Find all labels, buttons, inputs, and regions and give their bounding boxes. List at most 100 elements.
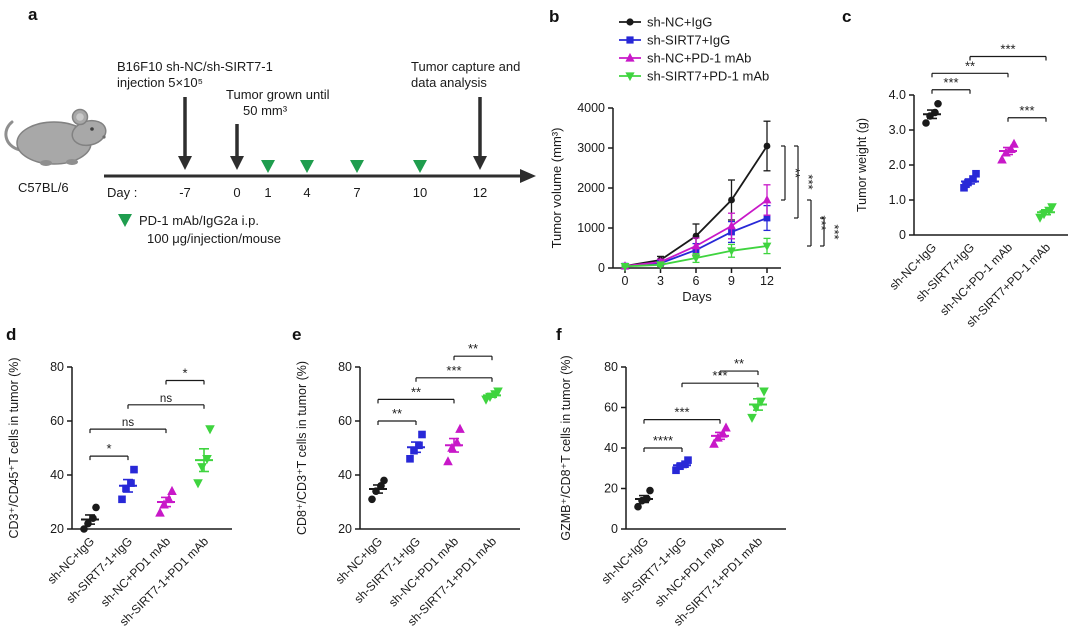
svg-text:sh-SIRT7-1+IgG: sh-SIRT7-1+IgG	[617, 534, 689, 606]
svg-text:sh-SIRT7-1+IgG: sh-SIRT7-1+IgG	[63, 534, 135, 606]
svg-text:2000: 2000	[577, 181, 605, 195]
dose-marker-icon	[118, 214, 132, 227]
svg-text:**: **	[468, 341, 478, 356]
svg-text:12: 12	[760, 274, 774, 288]
svg-text:60: 60	[50, 414, 64, 428]
tumor-volume-chart: 0 1000 2000 3000 4000 0 3 6 9 12 Days Tumor volume …	[549, 15, 842, 305]
svg-text:***: ***	[943, 75, 958, 90]
svg-text:*: *	[106, 441, 111, 456]
svg-text:sh-NC+PD1 mAb: sh-NC+PD1 mAb	[98, 534, 173, 609]
svg-text:2.0: 2.0	[889, 158, 906, 172]
svg-text:***: ***	[814, 215, 829, 230]
svg-text:***: ***	[801, 174, 816, 189]
svg-text:sh-SIRT7+IgG: sh-SIRT7+IgG	[647, 33, 730, 48]
strain-label: C57BL/6	[18, 180, 69, 195]
mouse-icon	[4, 108, 107, 166]
dose-marker-icon	[261, 160, 275, 173]
svg-text:20: 20	[50, 522, 64, 536]
svg-text:****: ****	[653, 433, 673, 448]
panel-label-d: d	[6, 325, 17, 344]
svg-text:0: 0	[598, 261, 605, 275]
svg-text:GZMB⁺/CD8⁺T cells in tumor (%): GZMB⁺/CD8⁺T cells in tumor (%)	[559, 355, 573, 540]
day-tick: -7	[179, 185, 191, 200]
svg-text:**: **	[392, 406, 402, 421]
svg-text:CD8⁺/CD3⁺T cells in tumor (%): CD8⁺/CD3⁺T cells in tumor (%)	[295, 361, 309, 535]
svg-text:***: ***	[712, 368, 727, 383]
svg-text:Tumor weight (g): Tumor weight (g)	[855, 118, 869, 212]
svg-text:80: 80	[338, 360, 352, 374]
day-axis-label: Day :	[107, 185, 137, 200]
svg-text:40: 40	[338, 468, 352, 482]
svg-text:***: ***	[1000, 42, 1015, 57]
svg-text:80: 80	[50, 360, 64, 374]
svg-text:60: 60	[604, 401, 618, 415]
svg-text:Tumor volume (mm³): Tumor volume (mm³)	[549, 128, 564, 249]
svg-text:3: 3	[657, 274, 664, 288]
day-tick: 12	[473, 185, 487, 200]
injection-text-line1: B16F10 sh-NC/sh-SIRT7-1	[117, 59, 273, 74]
svg-text:0: 0	[622, 274, 629, 288]
panel-label-a: a	[28, 5, 38, 24]
svg-text:20: 20	[604, 482, 618, 496]
svg-text:***: ***	[1019, 103, 1034, 118]
capture-text-line2: data analysis	[411, 75, 487, 90]
svg-text:4.0: 4.0	[889, 88, 906, 102]
dose-marker-icon	[300, 160, 314, 173]
svg-text:0: 0	[611, 522, 618, 536]
svg-text:ns: ns	[122, 417, 134, 429]
capture-arrow-icon	[473, 97, 487, 170]
svg-text:sh-SIRT7-1+IgG: sh-SIRT7-1+IgG	[351, 534, 423, 606]
capture-text-line1: Tumor capture and	[411, 59, 520, 74]
day-tick: 0	[233, 185, 240, 200]
svg-text:***: ***	[674, 405, 689, 420]
svg-text:***: ***	[827, 224, 842, 239]
dosing-legend-line2: 100 μg/injection/mouse	[147, 231, 281, 246]
svg-text:40: 40	[604, 441, 618, 455]
svg-text:**: **	[734, 356, 744, 371]
svg-text:80: 80	[604, 360, 618, 374]
svg-text:3000: 3000	[577, 141, 605, 155]
day-tick: 10	[413, 185, 427, 200]
svg-text:6: 6	[693, 274, 700, 288]
dose-marker-icon	[350, 160, 364, 173]
svg-text:40: 40	[50, 468, 64, 482]
tumor-grown-text-line2: 50 mm³	[243, 103, 288, 118]
panel-label-c: c	[842, 7, 852, 26]
svg-text:sh-NC+PD1 mAb: sh-NC+PD1 mAb	[386, 534, 461, 609]
timeline-arrowhead-icon	[520, 169, 536, 183]
panel-label-b: b	[549, 7, 560, 26]
cd3-cd45-chart: 20 40 60 80 CD3⁺/CD45⁺T cells in tumor (%) sh…	[7, 357, 232, 629]
svg-text:60: 60	[338, 414, 352, 428]
day-tick: 7	[353, 185, 360, 200]
svg-text:Days: Days	[682, 289, 712, 304]
tumor-grown-arrow-icon	[230, 124, 244, 170]
timeline-diagram: C57BL/6 B16F10 sh-NC/sh-SIRT7-1 injectio…	[4, 59, 536, 246]
svg-text:**: **	[411, 384, 421, 399]
svg-text:1000: 1000	[577, 221, 605, 235]
svg-text:sh-NC+PD-1 mAb: sh-NC+PD-1 mAb	[647, 51, 751, 66]
svg-text:sh-SIRT7+PD-1 mAb: sh-SIRT7+PD-1 mAb	[647, 69, 769, 84]
gzmb-cd8-chart: 0 20 40 60 80 GZMB⁺/CD8⁺T cells in tumor (%) s…	[559, 355, 786, 629]
svg-text:4000: 4000	[577, 101, 605, 115]
svg-text:sh-NC+IgG: sh-NC+IgG	[647, 15, 712, 30]
svg-text:0: 0	[899, 228, 906, 242]
panel-label-f: f	[556, 325, 562, 344]
svg-text:***: ***	[446, 363, 461, 378]
panel-label-e: e	[292, 325, 302, 344]
svg-text:**: **	[965, 58, 975, 73]
svg-text:3.0: 3.0	[889, 123, 906, 137]
svg-text:20: 20	[338, 522, 352, 536]
dosing-legend-line1: PD-1 mAb/IgG2a i.p.	[139, 213, 259, 228]
svg-text:sh-NC+PD1 mAb: sh-NC+PD1 mAb	[652, 534, 727, 609]
day-tick: 4	[303, 185, 310, 200]
tumor-grown-text-line1: Tumor grown until	[226, 87, 330, 102]
svg-text:ns: ns	[160, 393, 172, 405]
injection-arrow-icon	[178, 97, 192, 170]
svg-text:9: 9	[728, 274, 735, 288]
day-tick: 1	[264, 185, 271, 200]
svg-text:1.0: 1.0	[889, 193, 906, 207]
dose-marker-icon	[413, 160, 427, 173]
injection-text-line2: injection 5×10⁵	[117, 75, 203, 90]
